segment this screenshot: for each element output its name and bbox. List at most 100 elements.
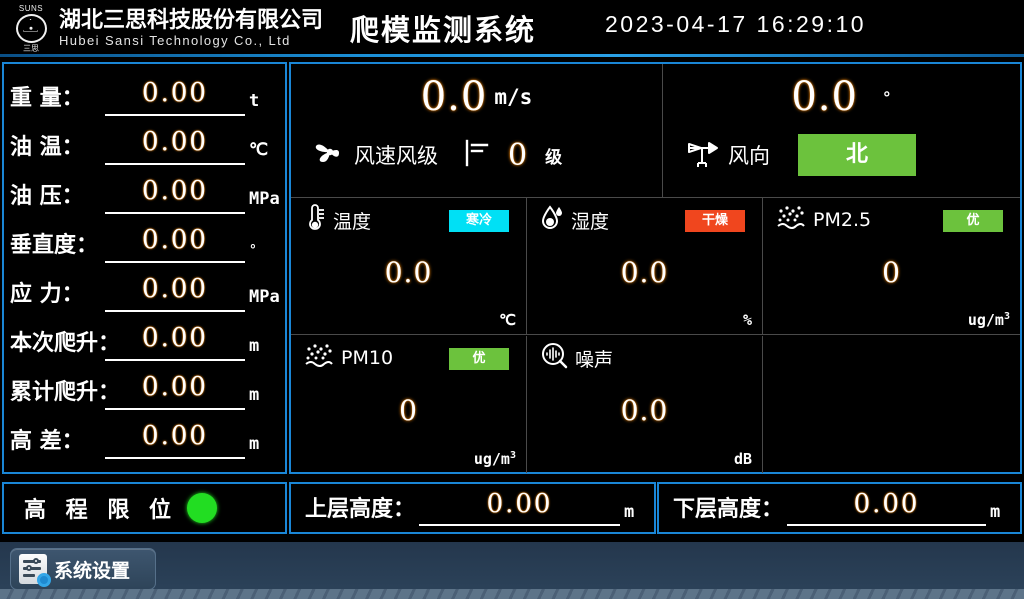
weathervane-icon [685, 137, 721, 174]
taskbar-hatch-strip [0, 589, 1024, 599]
lower-height-label: 下层高度： [673, 497, 784, 522]
env-head: PM2.5 [763, 198, 1020, 242]
wind-direction-unit: ° [881, 87, 892, 107]
measurement-row-oil-pressure: 油 压： 0.00 MPa [4, 165, 285, 214]
measurement-row-oil-temperature: 油 温： 0.00 ℃ [4, 116, 285, 165]
sansi-emblem-icon: SUNS 三思 [8, 3, 54, 53]
env-unit: ug/m3 [967, 311, 1010, 329]
row-label: 高 差： [10, 429, 84, 454]
env-value: 0.0 [620, 256, 669, 289]
env-unit: dB [733, 450, 752, 468]
measurement-row-total-climb: 累计爬升： 0.00 m [4, 361, 285, 410]
wind-direction-badge: 北 [798, 134, 916, 176]
env-unit: % [742, 311, 752, 329]
measurement-row-current-climb: 本次爬升： 0.00 m [4, 312, 285, 361]
env-value: 0.0 [620, 394, 669, 427]
row-label: 应 力： [10, 282, 84, 307]
wind-level-value: 0 [508, 137, 528, 173]
company-name-cn: 湖北三思科技股份有限公司 [59, 7, 324, 33]
row-value: 0.00 [142, 323, 208, 353]
logo-circle-icon [15, 13, 47, 43]
elevation-limit-panel: 高 程 限 位 [2, 482, 287, 534]
env-unit: ug/m3 [473, 450, 516, 468]
env-name: PM2.5 [813, 209, 872, 231]
row-field[interactable]: 0.00 [105, 125, 245, 165]
wind-level-flag-icon [464, 139, 490, 172]
lower-height-field[interactable]: 0.00 [787, 488, 986, 526]
measurement-row-stress: 应 力： 0.00 MPa [4, 263, 285, 312]
env-value: 0.0 [384, 256, 433, 289]
wind-speed-section: 0.0 m/s 风速风级 [291, 64, 663, 197]
wind-speed-value: 0.0 [420, 74, 488, 120]
lower-height-panel: 下层高度： 0.00 m [657, 482, 1022, 534]
row-field[interactable]: 0.00 [105, 76, 245, 116]
dust-particles-icon [776, 205, 806, 236]
env-cell-pm10: PM10 优 0 ug/m3 [291, 336, 527, 473]
system-settings-label: 系统设置 [54, 559, 131, 582]
env-status-badge: 干燥 [685, 210, 745, 232]
row-field[interactable]: 0.00 [105, 370, 245, 410]
page-title: 爬模监测系统 [350, 13, 537, 47]
env-name: PM10 [341, 347, 394, 369]
env-cell-pm25: PM2.5 优 0 ug/m3 [763, 198, 1020, 335]
env-value: 0 [882, 256, 901, 289]
row-label: 重 量： [10, 86, 84, 111]
row-field[interactable]: 0.00 [105, 419, 245, 459]
upper-height-value: 0.00 [486, 489, 553, 519]
row-value: 0.00 [142, 421, 208, 451]
row-field[interactable]: 0.00 [105, 223, 245, 263]
upper-height-unit: m [624, 502, 635, 522]
row-label: 油 温： [10, 135, 84, 160]
gear-icon [37, 573, 51, 587]
environment-panel: 0.0 m/s 风速风级 [289, 62, 1022, 474]
row-label: 本次爬升： [10, 331, 121, 356]
row-field[interactable]: 0.00 [105, 174, 245, 214]
env-head: PM10 [291, 336, 526, 380]
elevation-limit-inner: 高 程 限 位 [4, 484, 285, 532]
row-field[interactable]: 0.00 [105, 321, 245, 361]
lower-height-inner: 下层高度： 0.00 m [659, 484, 1020, 532]
thermometer-icon [304, 203, 326, 237]
env-unit: ℃ [499, 311, 516, 329]
env-status-badge: 寒冷 [449, 210, 509, 232]
env-cell-temperature: 温度 寒冷 0.0 ℃ [291, 198, 527, 335]
wind-direction-name: 风向 [728, 144, 770, 168]
row-value: 0.00 [142, 274, 208, 304]
wind-direction-label-line: 风向 北 [663, 126, 1020, 184]
logo-suns-text: SUNS [18, 3, 44, 13]
noise-meter-icon [540, 342, 568, 375]
env-name: 噪声 [575, 348, 614, 371]
wind-speed-readout: 0.0 m/s [291, 64, 662, 126]
wind-speed-unit: m/s [494, 85, 533, 109]
elevation-limit-label: 高 程 限 位 [24, 498, 177, 523]
humidity-drop-icon [540, 204, 564, 237]
lower-height-value: 0.00 [853, 489, 920, 519]
wind-direction-section: 0.0 ° [663, 64, 1020, 197]
row-field[interactable]: 0.00 [105, 272, 245, 312]
wind-level-unit: 级 [545, 147, 563, 168]
measurement-row-weight: 重 量： 0.00 t [4, 67, 285, 116]
wind-area: 0.0 m/s 风速风级 [291, 64, 1020, 198]
measurements-panel: 重 量： 0.00 t 油 温： 0.00 ℃ 油 压： 0.00 MPa 垂直… [2, 62, 287, 474]
row-value: 0.00 [142, 78, 208, 108]
logo-sub-text: 三思 [23, 43, 39, 53]
upper-height-field[interactable]: 0.00 [419, 488, 620, 526]
row-unit: MPa [249, 189, 280, 209]
datetime-display: 2023-04-17 16:29:10 [605, 11, 867, 37]
row-label: 累计爬升： [10, 380, 121, 405]
env-head: 噪声 [527, 336, 762, 380]
system-settings-button[interactable]: 系统设置 [10, 548, 156, 590]
env-head: 湿度 [527, 198, 762, 242]
wind-speed-label-line: 风速风级 0 级 [291, 126, 662, 184]
env-cell-noise: 噪声 0.0 dB [527, 336, 763, 473]
row-unit: m [249, 434, 260, 454]
row-unit: ° [249, 243, 257, 258]
row-label: 油 压： [10, 184, 84, 209]
env-name: 温度 [333, 210, 372, 233]
company-logo: SUNS 三思 湖北三思科技股份有限公司 Hubei Sansi Technol… [8, 3, 324, 53]
env-value: 0 [399, 394, 418, 427]
row-unit: m [249, 385, 260, 405]
taskbar: 系统设置 [0, 542, 1024, 599]
row-value: 0.00 [142, 176, 208, 206]
